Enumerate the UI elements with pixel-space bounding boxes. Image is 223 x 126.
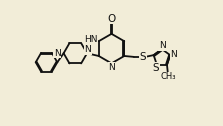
Text: S: S	[140, 52, 146, 62]
Text: S: S	[153, 63, 159, 73]
Text: HN: HN	[84, 35, 98, 44]
Text: N: N	[54, 49, 60, 58]
Text: N: N	[85, 45, 91, 54]
Text: N: N	[159, 41, 166, 50]
Text: N: N	[170, 50, 177, 59]
Text: N: N	[108, 63, 115, 72]
Text: CH₃: CH₃	[160, 72, 176, 81]
Text: O: O	[107, 13, 116, 24]
